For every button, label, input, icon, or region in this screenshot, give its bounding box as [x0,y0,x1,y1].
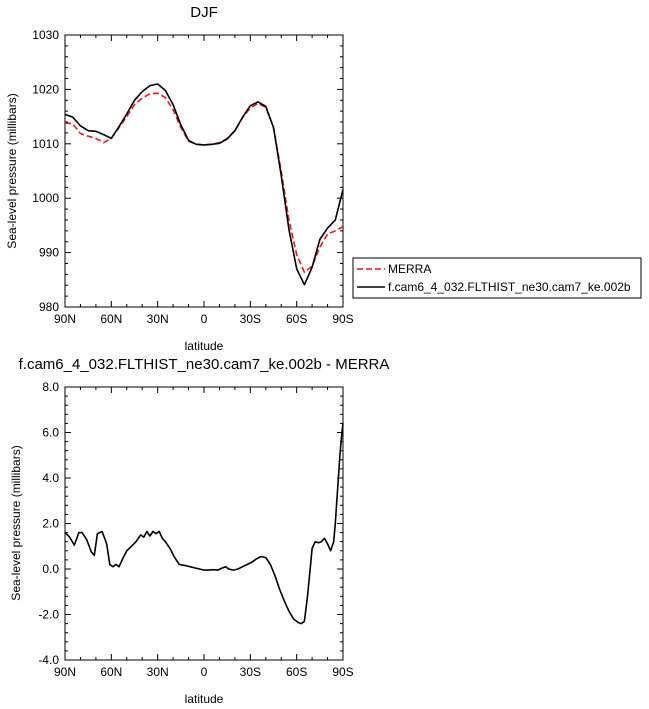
top-plot-frame [64,34,344,308]
bottom-x-tick-label: 60N [100,665,122,679]
top-x-tick-label: 90N [54,312,76,326]
top-series-lines [64,83,344,286]
bottom-y-axis-label: Sea-level pressure (millibars) [9,445,23,600]
bottom-chart-title: f.cam6_4_032.FLTHIST_ne30.cam7_ke.002b -… [19,356,390,373]
top-axis-ticks: 90N 60N 30N 0 30S 60S 90S 980 990 1000 1010 1020 103… [32,28,353,326]
bottom-x-axis-label: latitude [185,692,224,706]
bottom-x-tick-label: 90N [54,665,76,679]
bottom-y-tick-label: -4.0 [38,653,59,667]
top-y-tick-label: 1030 [32,28,59,42]
bottom-y-tick-label: 4.0 [42,471,59,485]
bottom-series-line-0 [64,423,344,625]
bottom-x-tick-label: 60S [286,665,307,679]
top-x-tick-label: 30N [147,312,169,326]
top-y-tick-label: 1000 [32,191,59,205]
top-y-tick-label: 980 [39,300,59,314]
bottom-x-tick-label: 0 [201,665,208,679]
top-y-tick-label: 1020 [32,82,59,96]
bottom-series-lines [64,423,344,625]
top-x-axis-label: latitude [185,339,224,353]
bottom-y-tick-label: 6.0 [42,426,59,440]
top-x-tick-label: 90S [332,312,353,326]
top-panel: DJF 90N 60N 30N 0 30S 60S 90S 980 990 1000 1010 102… [5,4,354,353]
top-y-tick-label: 1010 [32,137,59,151]
bottom-y-tick-label: 8.0 [42,380,59,394]
bottom-x-tick-label: 30S [240,665,261,679]
bottom-axis-ticks: 90N 60N 30N 0 30S 60S 90S -4.0 -2.0 0.0 2.0 4.0 6.0 8… [38,380,353,679]
top-x-tick-label: 60N [100,312,122,326]
bottom-x-tick-label: 90S [332,665,353,679]
top-x-tick-label: 60S [286,312,307,326]
bottom-y-tick-label: 0.0 [42,562,59,576]
top-chart-title: DJF [190,4,218,21]
top-x-tick-label: 30S [240,312,261,326]
top-series-line-1 [64,83,344,286]
legend-label-merra: MERRA [388,262,431,276]
legend-label-model: f.cam6_4_032.FLTHIST_ne30.cam7_ke.002b [388,280,631,294]
top-y-tick-label: 990 [39,246,59,260]
bottom-y-tick-label: 2.0 [42,517,59,531]
top-y-axis-label: Sea-level pressure (millibars) [5,93,19,248]
bottom-x-tick-label: 30N [147,665,169,679]
bottom-y-tick-label: -2.0 [38,608,59,622]
legend: MERRA f.cam6_4_032.FLTHIST_ne30.cam7_ke.… [352,257,642,299]
top-x-tick-label: 0 [201,312,208,326]
legend-box [352,257,642,299]
bottom-panel: f.cam6_4_032.FLTHIST_ne30.cam7_ke.002b -… [9,356,389,706]
bottom-plot-frame [64,386,344,661]
top-series-line-0 [64,92,344,274]
